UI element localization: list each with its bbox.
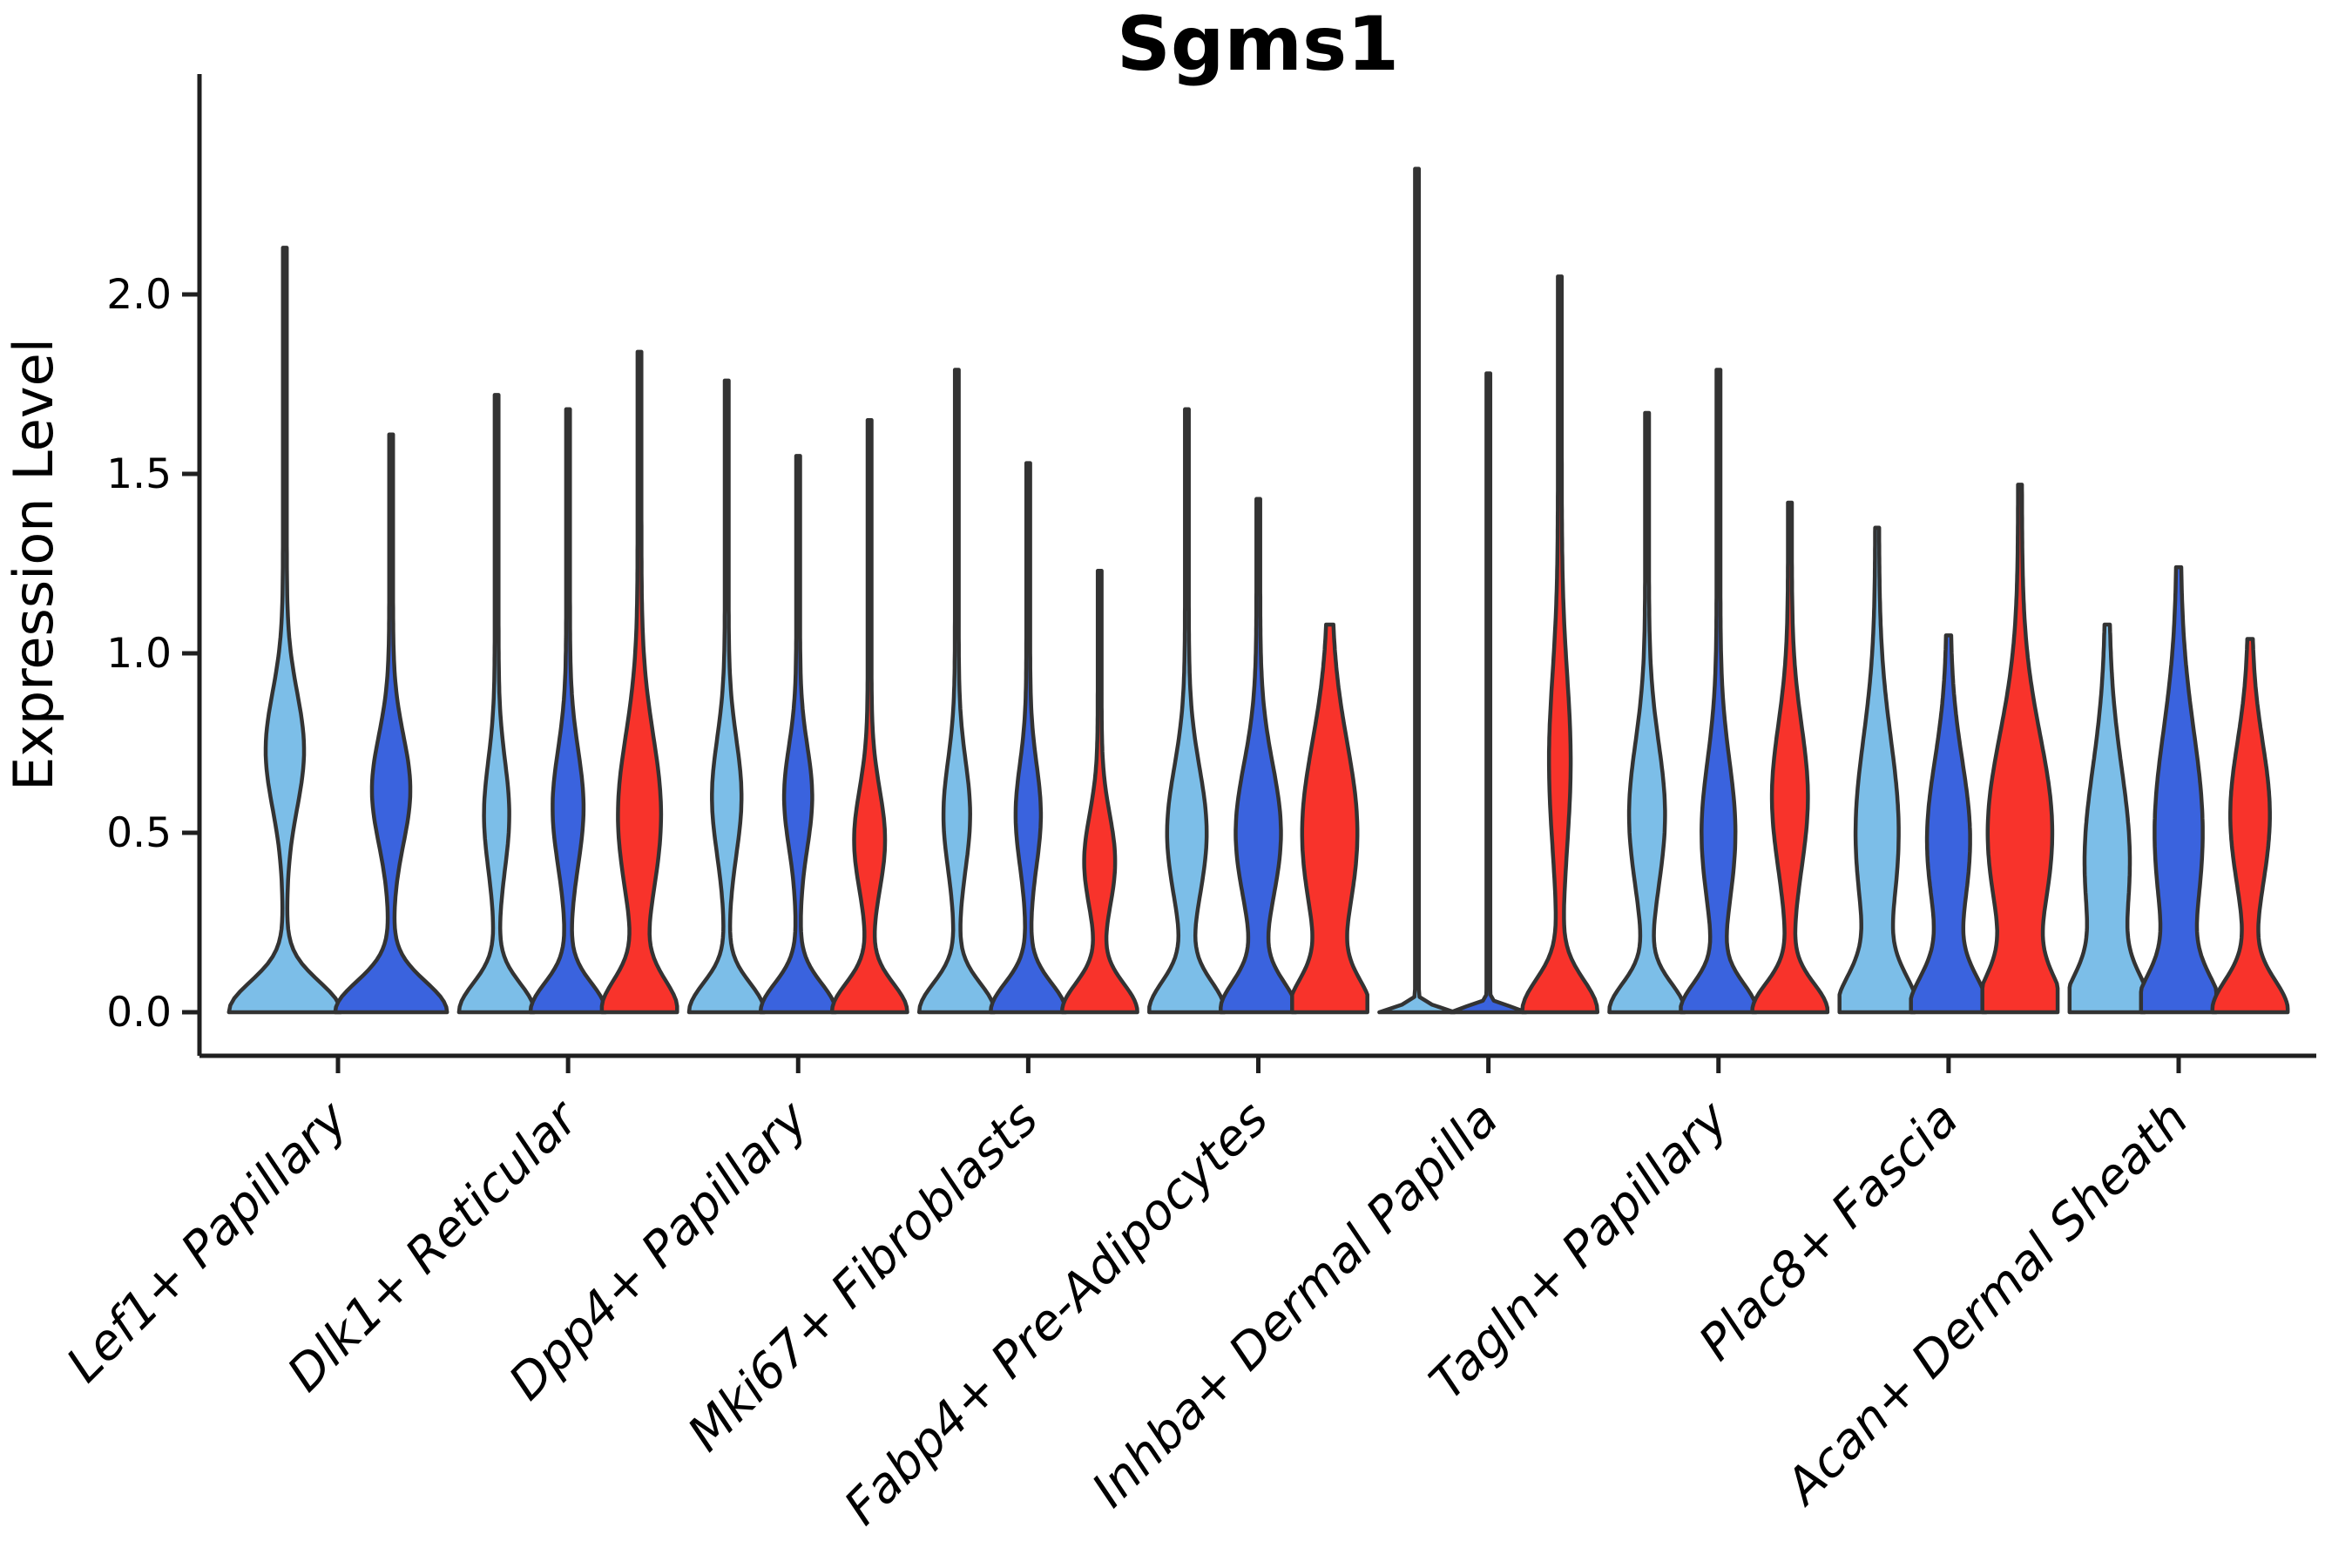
y-tick-label: 0.0 (106, 989, 172, 1037)
violin-fabp4-pre-adipocytes-light-blue (1147, 407, 1227, 1015)
violin-dpp4-papillary-royal-blue (758, 454, 838, 1015)
violin-fabp4-pre-adipocytes-royal-blue (1219, 497, 1298, 1015)
violins-layer (226, 166, 2290, 1015)
y-axis-label: Expression Level (2, 338, 65, 791)
violin-dpp4-papillary-light-blue (686, 378, 767, 1015)
violin-fabp4-pre-adipocytes-red (1290, 622, 1369, 1015)
x-tick-label-fabp4-pre-adipocytes: Fabp4+ Pre-Adipocytes (834, 1091, 1279, 1536)
violin-mki67-fibroblasts-red (1059, 568, 1139, 1015)
violin-acan-dermal-sheath-red (2210, 637, 2290, 1015)
violin-dpp4-papillary-red (829, 417, 909, 1015)
violin-dlk1-reticular-royal-blue (528, 407, 608, 1015)
violin-tagln-papillary-red (1750, 500, 1830, 1015)
x-tick-label-acan-dermal-sheath: Acan+ Dermal Sheath (1774, 1091, 2200, 1517)
y-tick-label: 2.0 (106, 271, 172, 319)
violin-inhba-dermal-papilla-light-blue (1377, 166, 1457, 1015)
violin-lef1-papillary-light-blue (226, 246, 343, 1015)
violin-dlk1-reticular-light-blue (456, 393, 537, 1015)
violin-lef1-papillary-royal-blue (333, 432, 449, 1015)
violin-inhba-dermal-papilla-royal-blue (1449, 371, 1529, 1015)
chart-title: Sgms1 (1117, 1, 1399, 88)
y-tick-label: 1.5 (106, 450, 172, 498)
violin-plac8-fascia-red (1980, 483, 2060, 1015)
violin-mki67-fibroblasts-royal-blue (988, 461, 1068, 1015)
violin-mki67-fibroblasts-light-blue (916, 368, 997, 1015)
violin-inhba-dermal-papilla-red (1520, 274, 1600, 1015)
violin-plac8-fascia-royal-blue (1909, 633, 1989, 1015)
violin-plac8-fascia-light-blue (1837, 525, 1917, 1015)
violin-tagln-papillary-light-blue (1607, 410, 1687, 1015)
x-tick-label-inhba-dermal-papilla: Inhba+ Dermal Papilla (1081, 1091, 1509, 1518)
y-axis-ticks: 0.0 0.5 1.0 1.5 2.0 (106, 271, 199, 1037)
violin-acan-dermal-sheath-royal-blue (2139, 564, 2219, 1015)
y-tick-label: 1.0 (106, 630, 172, 678)
violin-dlk1-reticular-red (599, 349, 679, 1015)
violin-tagln-papillary-royal-blue (1679, 368, 1759, 1015)
y-tick-label: 0.5 (106, 809, 172, 857)
violin-acan-dermal-sheath-light-blue (2067, 622, 2147, 1015)
